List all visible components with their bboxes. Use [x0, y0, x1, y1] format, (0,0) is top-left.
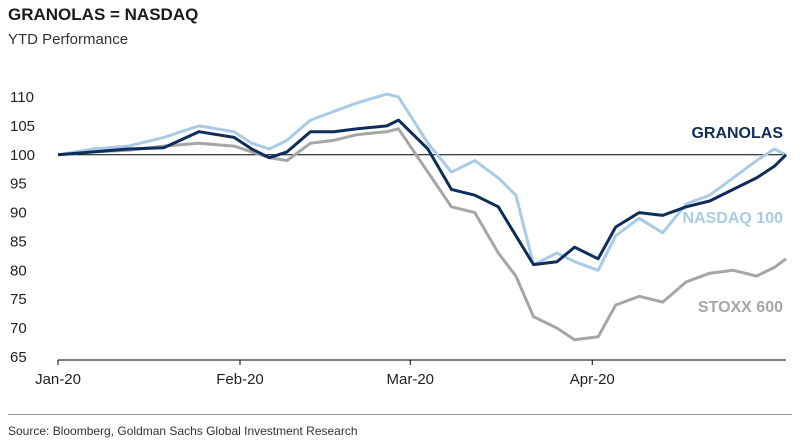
legend: GRANOLAS NASDAQ 100 STOXX 600	[683, 125, 784, 316]
y-tick-label: 90	[10, 205, 27, 222]
x-tick-label: Mar-20	[387, 371, 435, 388]
y-tick-label: 95	[10, 176, 27, 193]
chart-subtitle: YTD Performance	[8, 31, 129, 48]
legend-label: GRANOLAS	[691, 125, 783, 142]
y-tick-label: 110	[10, 89, 34, 106]
x-axis: Jan-20 Feb-20 Mar-20 Apr-20	[35, 360, 615, 388]
series-line-stoxx-600	[57, 127, 787, 342]
y-tick-label: 100	[10, 147, 35, 164]
x-tick-label: Jan-20	[35, 371, 81, 388]
y-tick-label: 105	[10, 118, 35, 135]
series-line-granolas	[57, 118, 788, 267]
x-tick-label: Apr-20	[570, 371, 615, 388]
y-tick-label: 85	[10, 233, 27, 250]
source-note: Source: Bloomberg, Goldman Sachs Global …	[8, 424, 358, 438]
legend-label: STOXX 600	[698, 299, 783, 316]
x-tick-label: Feb-20	[216, 371, 264, 388]
legend-label: NASDAQ 100	[683, 210, 784, 227]
series-line-nasdaq-100	[57, 92, 787, 272]
footer-rule	[8, 414, 792, 415]
y-tick-label: 65	[10, 349, 27, 366]
y-tick-label: 80	[10, 262, 27, 279]
y-tick-label: 75	[10, 291, 27, 308]
series-group	[57, 92, 788, 342]
y-tick-label: 70	[10, 320, 27, 337]
y-axis: 65 70 75 80 85 90 95 100 105 110	[10, 89, 35, 366]
chart-title: GRANOLAS = NASDAQ	[8, 5, 199, 24]
